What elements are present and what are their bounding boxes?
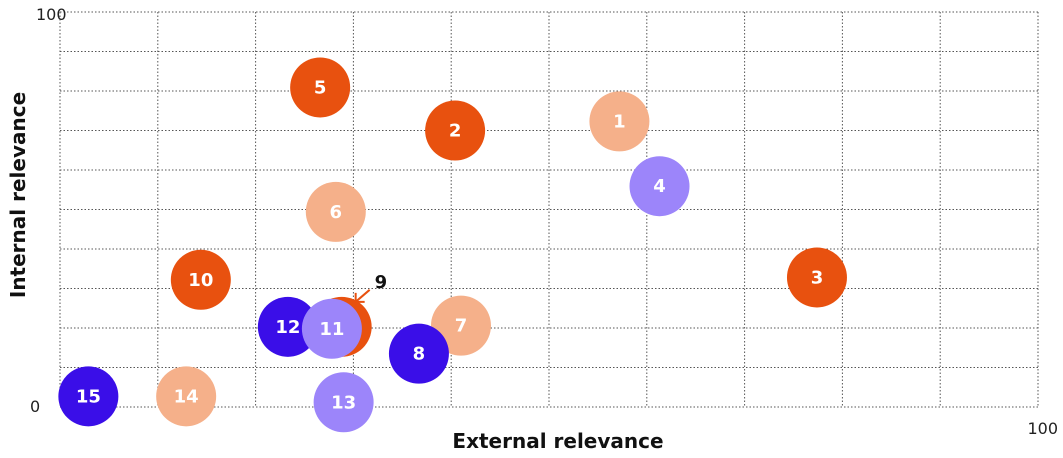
bubble-8 xyxy=(388,323,449,384)
bubble-1 xyxy=(589,91,650,152)
bubble-label-9: 9 xyxy=(375,272,388,293)
bubble-14 xyxy=(156,366,217,427)
bubble-point-6: 6 xyxy=(305,181,366,242)
bubble-point-5: 5 xyxy=(290,57,351,118)
bubble-label-10: 10 xyxy=(188,270,213,291)
bubble-7 xyxy=(430,295,491,356)
bubble-label-4: 4 xyxy=(653,176,666,197)
bubble-2 xyxy=(425,100,486,161)
bubble-label-5: 5 xyxy=(314,77,327,98)
bubble-point-12: 12 xyxy=(257,296,318,357)
bubble-point-4: 4 xyxy=(629,156,690,217)
bubble-10 xyxy=(170,249,231,310)
bubble-label-15: 15 xyxy=(76,386,101,407)
bubble-point-15: 15 xyxy=(58,366,119,427)
bubble-point-3: 3 xyxy=(786,247,847,308)
callout-arrow-icon xyxy=(354,289,371,303)
bubble-5 xyxy=(290,57,351,118)
callouts: 9 xyxy=(354,272,388,303)
bubble-4 xyxy=(629,156,690,217)
grid xyxy=(59,11,1039,408)
bubble-point-2: 2 xyxy=(425,100,486,161)
x-axis-title: External relevance xyxy=(452,429,663,453)
bubble-label-3: 3 xyxy=(811,267,824,288)
bubble-label-12: 12 xyxy=(275,317,300,338)
bubble-point-1: 1 xyxy=(589,91,650,152)
bubble-label-2: 2 xyxy=(449,121,462,142)
y-tick-label-max: 100 xyxy=(36,5,67,24)
bubble-13 xyxy=(313,372,374,433)
bubble-label-7: 7 xyxy=(455,316,468,337)
bubble-label-14: 14 xyxy=(174,386,199,407)
bubble-11 xyxy=(301,298,362,359)
bubble-label-11: 11 xyxy=(319,319,344,340)
bubble-point-14: 14 xyxy=(156,366,217,427)
bubble-label-13: 13 xyxy=(331,392,356,413)
bubble-point-11: 11 xyxy=(301,298,362,359)
bubble-3 xyxy=(786,247,847,308)
bubble-point-13: 13 xyxy=(313,372,374,433)
bubble-12 xyxy=(257,296,318,357)
bubble-label-1: 1 xyxy=(613,111,626,132)
y-axis-title: Internal relevance xyxy=(6,92,30,298)
bubble-point-10: 10 xyxy=(170,249,231,310)
x-tick-label-max: 100 xyxy=(1027,419,1058,438)
bubble-label-8: 8 xyxy=(413,344,426,365)
bubble-point-8: 8 xyxy=(388,323,449,384)
bubble-15 xyxy=(58,366,119,427)
bubble-point-7: 7 xyxy=(430,295,491,356)
bubble-label-6: 6 xyxy=(330,202,343,223)
bubble-6 xyxy=(305,181,366,242)
y-tick-label-min: 0 xyxy=(30,397,40,416)
